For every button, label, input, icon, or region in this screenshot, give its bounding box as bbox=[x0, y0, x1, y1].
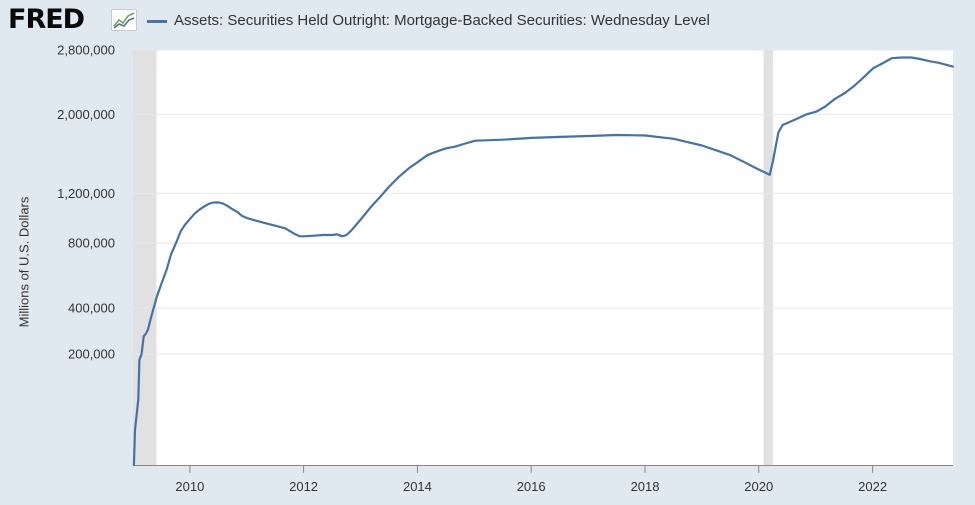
legend-series-swatch bbox=[147, 20, 167, 23]
y-tick-label: 200,000 bbox=[68, 347, 115, 362]
x-tick-label: 2020 bbox=[744, 479, 773, 494]
y-tick-label: 2,800,000 bbox=[57, 43, 115, 58]
x-tick-label: 2010 bbox=[175, 479, 204, 494]
y-tick-label: 2,000,000 bbox=[57, 107, 115, 122]
legend-series-label: Assets: Securities Held Outright: Mortga… bbox=[174, 12, 710, 29]
recession-band bbox=[133, 50, 157, 465]
fred-logo[interactable]: FRED bbox=[8, 4, 85, 35]
x-tick-label: 2012 bbox=[289, 479, 318, 494]
y-tick-label: 400,000 bbox=[68, 301, 115, 316]
series-layer bbox=[132, 56, 954, 467]
gridlines bbox=[133, 49, 953, 355]
header: FRED Assets: Securities Held Outright: M… bbox=[0, 0, 975, 44]
x-tick-label: 2016 bbox=[517, 479, 546, 494]
x-tick-label: 2018 bbox=[631, 479, 660, 494]
y-tick-label: 1,200,000 bbox=[57, 186, 115, 201]
x-axis-ticks: 2010 2012 2014 2016 2018 2020 2022 bbox=[133, 465, 953, 494]
x-tick-label: 2022 bbox=[858, 479, 887, 494]
x-tick-label: 2014 bbox=[403, 479, 432, 494]
y-axis-ticks: 200,000 400,000 800,000 1,200,000 2,000,000 2… bbox=[57, 43, 115, 362]
line-chart-icon bbox=[111, 9, 137, 31]
y-tick-label: 800,000 bbox=[68, 236, 115, 251]
recession-band bbox=[763, 50, 773, 465]
series-line bbox=[132, 56, 954, 467]
plot-area bbox=[133, 50, 953, 465]
